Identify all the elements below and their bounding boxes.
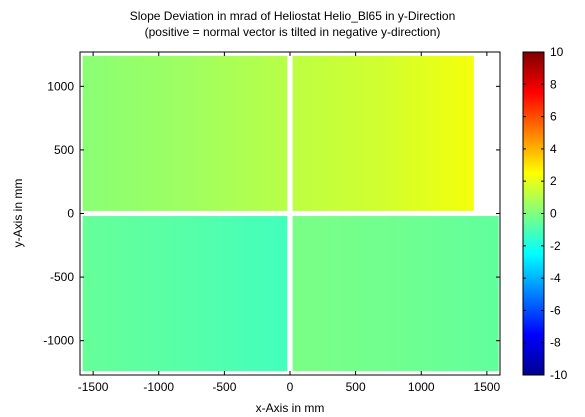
facet-upper-left	[82, 55, 288, 211]
y-tick-label: 0	[67, 207, 74, 221]
colorbar-tick-label: -6	[550, 303, 561, 317]
facet-upper-right	[292, 55, 474, 211]
chart-title: Slope Deviation in mrad of Heliostat Hel…	[129, 9, 456, 23]
x-tick-label: 500	[346, 380, 366, 394]
facet-lower-left	[82, 216, 288, 372]
x-tick-label: 0	[287, 380, 294, 394]
y-tick-label: 1000	[47, 79, 74, 93]
colorbar-tick-label: 2	[550, 174, 557, 188]
y-tick-label: -1000	[43, 334, 74, 348]
y-tick-label: 500	[54, 143, 74, 157]
x-axis-label: x-Axis in mm	[256, 401, 325, 415]
chart-subtitle: (positive = normal vector is tilted in n…	[144, 25, 441, 39]
colorbar-tick-label: -2	[550, 239, 561, 253]
y-axis-label: y-Axis in mm	[11, 179, 25, 248]
colorbar-tick-label: 0	[550, 207, 557, 221]
x-tick-label: 1000	[408, 380, 435, 394]
x-tick-label: -500	[212, 380, 236, 394]
colorbar-tick-label: 10	[550, 45, 564, 59]
x-tick-label: -1000	[143, 380, 174, 394]
colorbar-tick-label: -8	[550, 336, 561, 350]
colorbar	[522, 51, 545, 376]
colorbar-tick-label: 6	[550, 110, 557, 124]
x-tick-label: -1500	[78, 380, 109, 394]
colorbar-tick-label: 4	[550, 142, 557, 156]
x-tick-label: 1500	[474, 380, 501, 394]
colorbar-tick-label: -4	[550, 271, 561, 285]
facet-lower-right	[292, 216, 499, 372]
y-tick-label: -500	[50, 270, 74, 284]
colorbar-tick-label: -10	[550, 368, 568, 382]
colorbar-tick-label: 8	[550, 77, 557, 91]
